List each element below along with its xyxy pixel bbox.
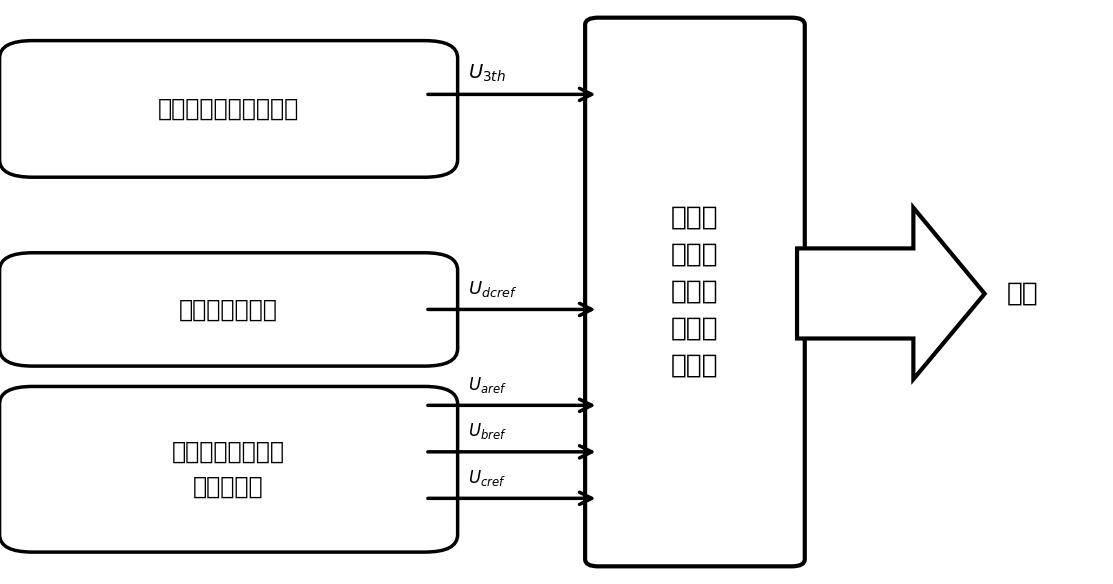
Text: $\mathit{U_{3th}}$: $\mathit{U_{3th}}$ [469, 62, 506, 84]
Text: 生成最优三次谐波电压: 生成最优三次谐波电压 [158, 97, 299, 121]
Polygon shape [797, 208, 985, 379]
FancyBboxPatch shape [0, 253, 457, 366]
Text: 闭环控制产生的三
相参考电压: 闭环控制产生的三 相参考电压 [173, 440, 285, 499]
Text: $\mathit{U_{bref}}$: $\mathit{U_{bref}}$ [469, 422, 508, 442]
Text: $\mathit{U_{dcref}}$: $\mathit{U_{dcref}}$ [469, 279, 518, 299]
Text: $\mathit{U_{cref}}$: $\mathit{U_{cref}}$ [469, 468, 506, 488]
FancyBboxPatch shape [585, 18, 805, 566]
Text: $\mathit{U_{aref}}$: $\mathit{U_{aref}}$ [469, 375, 508, 395]
FancyBboxPatch shape [0, 41, 457, 177]
FancyBboxPatch shape [0, 387, 457, 552]
Text: 直流电压参考值: 直流电压参考值 [179, 297, 278, 321]
Text: 桥管: 桥管 [1007, 281, 1038, 307]
Text: 桥臂参
考电压
生成与
驱动信
号下发: 桥臂参 考电压 生成与 驱动信 号下发 [671, 205, 719, 379]
